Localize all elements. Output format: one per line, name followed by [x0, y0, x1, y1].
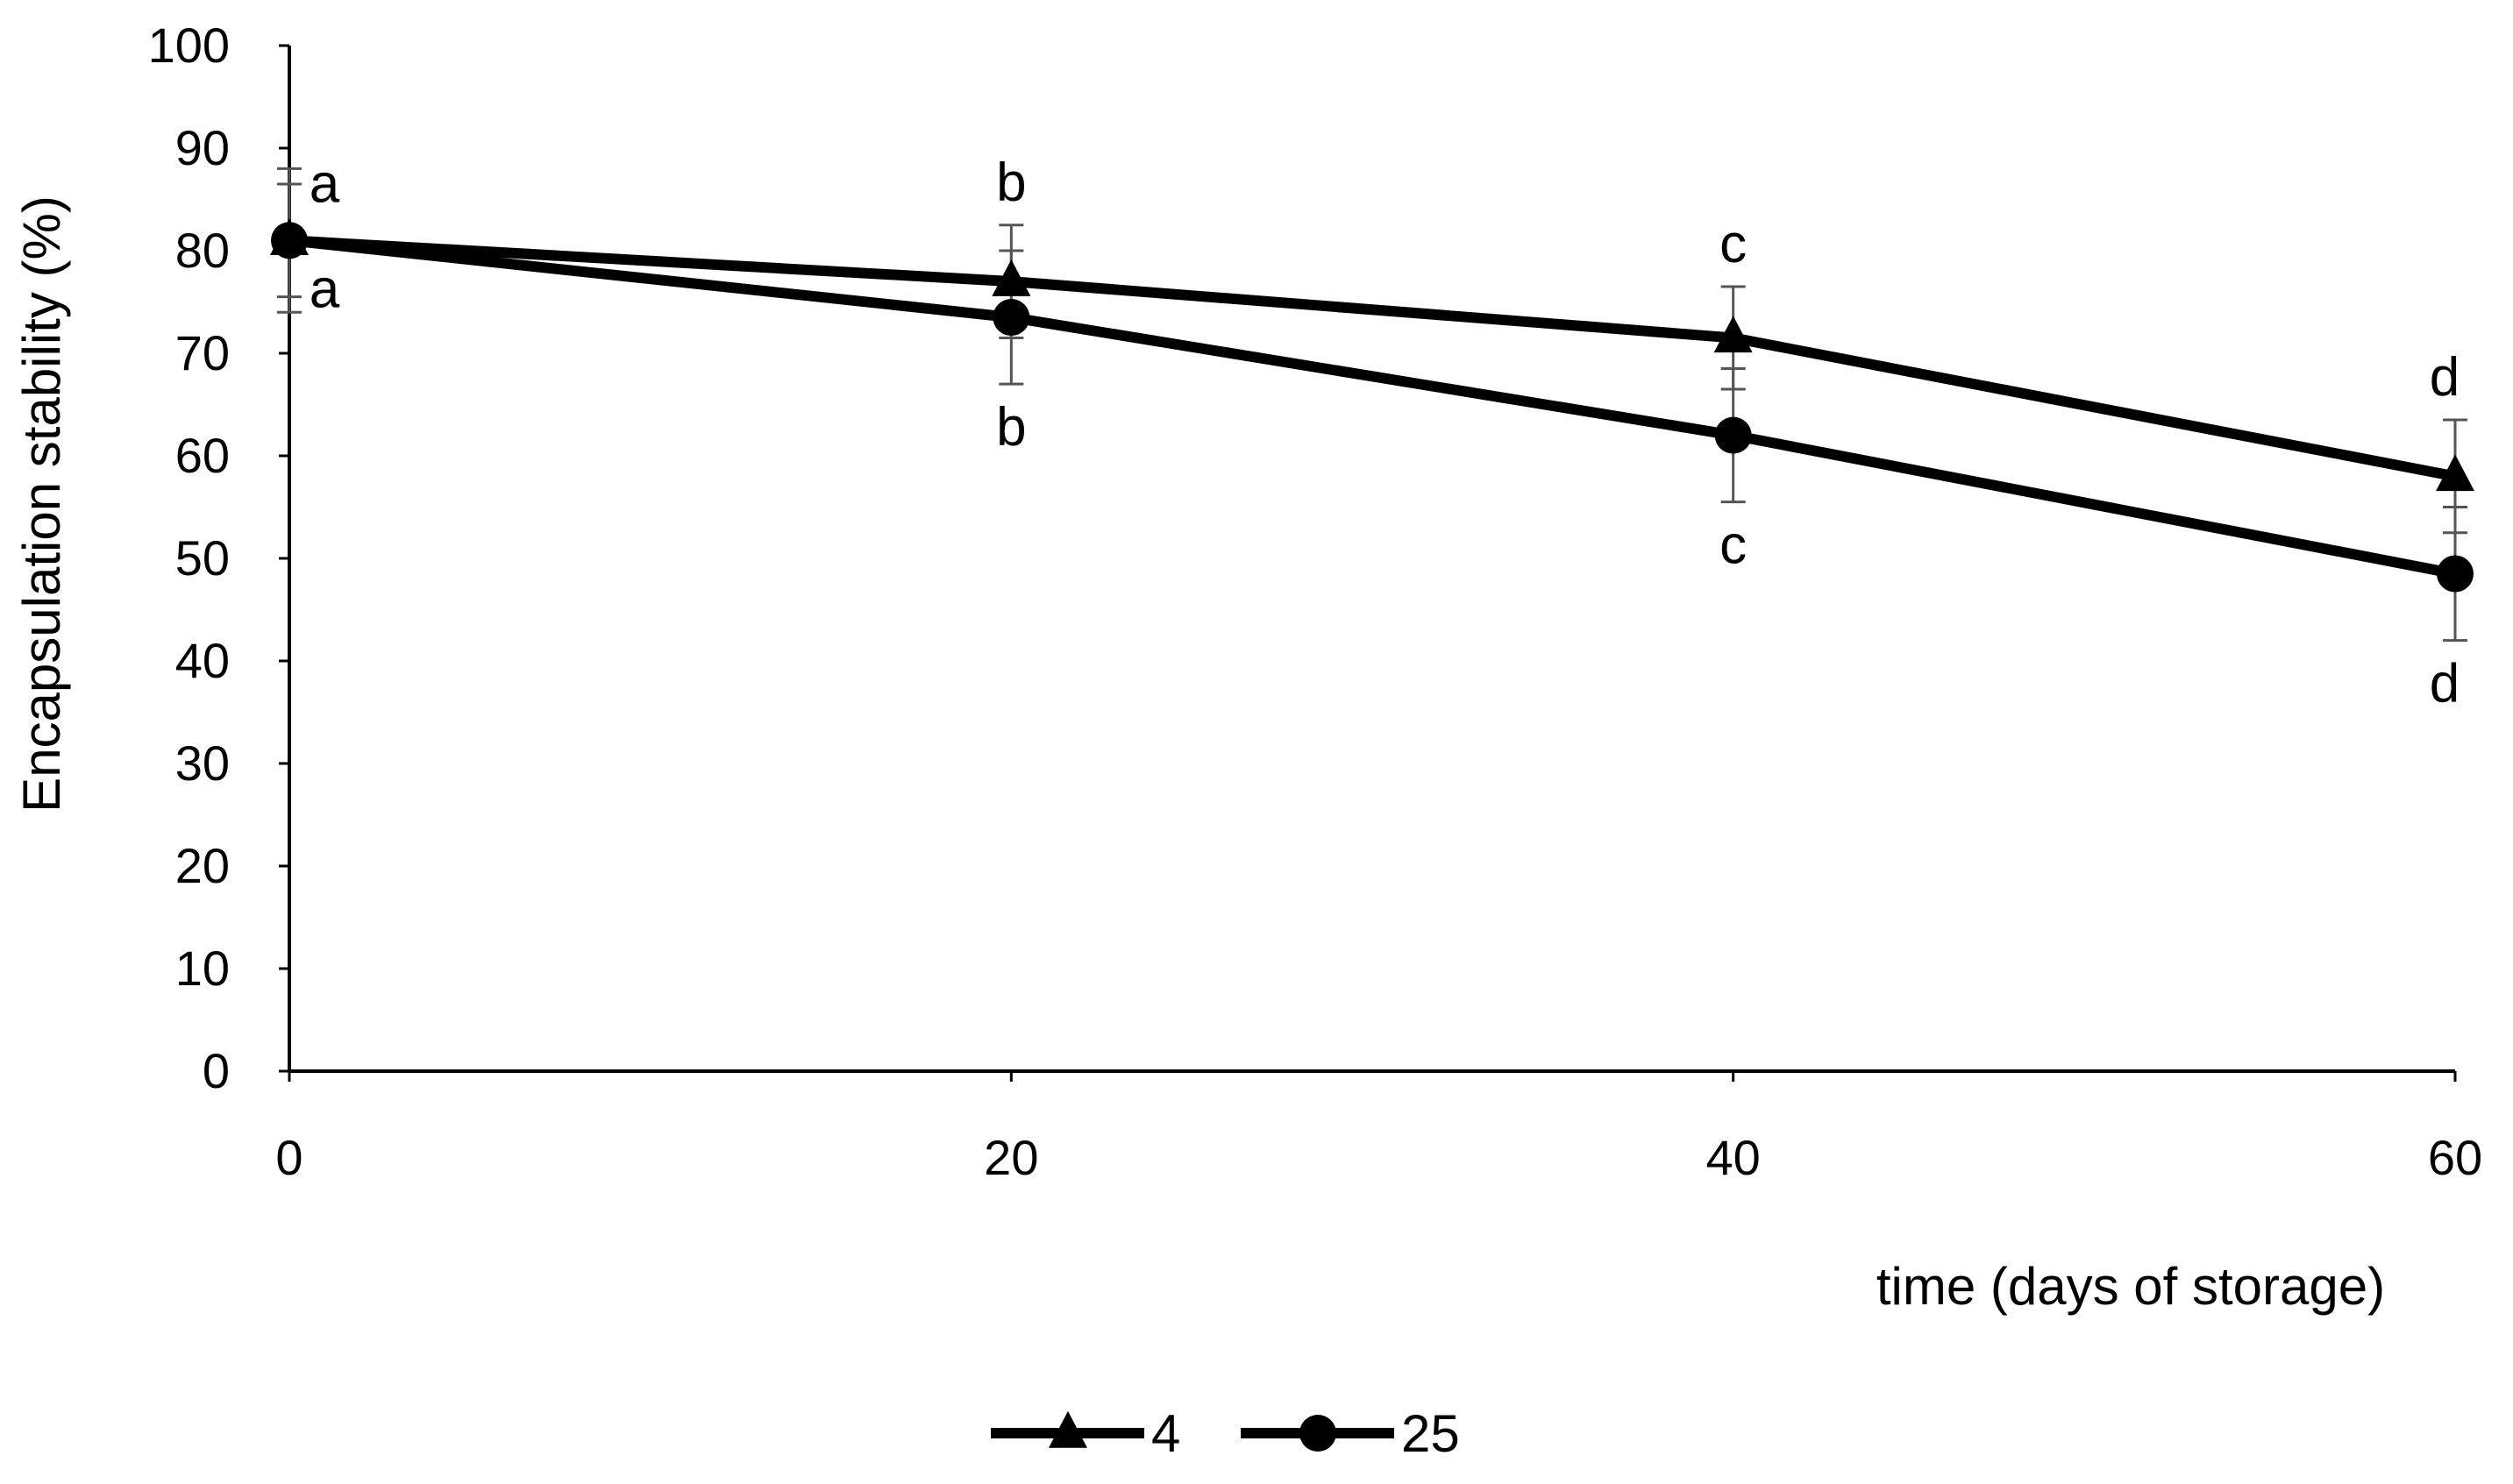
legend-item-25: 25: [1241, 1404, 1460, 1463]
legend-label-25: 25: [1401, 1404, 1460, 1463]
legend-marker-25: [1299, 1415, 1336, 1452]
x-tick-labels: 0 20 40 60: [275, 1130, 2482, 1185]
y-tick-label: 40: [175, 633, 230, 688]
x-axis-title: time (days of storage): [1876, 1257, 2385, 1316]
legend-label-4: 4: [1151, 1404, 1180, 1463]
x-tick-label: 60: [2428, 1130, 2482, 1185]
series-line-4: [288, 235, 2457, 482]
legend-item-4: 4: [991, 1404, 1180, 1463]
data-point-25: [271, 222, 308, 259]
legend: 4 25: [991, 1404, 1460, 1463]
data-point-25: [1714, 416, 1752, 454]
y-tick-labels: 0 10 20 30 40 50 60 70 80 90 100: [148, 18, 230, 1098]
data-point-25: [993, 299, 1030, 337]
x-tick-label: 20: [984, 1130, 1038, 1185]
series-lines: [288, 235, 2457, 579]
y-tick-label: 50: [175, 530, 230, 586]
series-markers: [270, 218, 2474, 593]
y-axis-title: Encapsulation stability (%): [12, 195, 71, 813]
data-point-4: [1713, 316, 1753, 353]
data-point-4: [2436, 454, 2474, 492]
x-tick-label: 0: [275, 1130, 303, 1185]
y-tick-label: 30: [175, 735, 230, 791]
significance-letter: c: [1719, 515, 1747, 576]
y-tick-label: 80: [175, 223, 230, 278]
significance-letter: d: [2430, 654, 2460, 714]
y-tick-label: 70: [175, 325, 230, 380]
y-tick-label: 60: [175, 428, 230, 483]
data-point-25: [2437, 555, 2474, 593]
significance-letters: a b c d a b c d: [310, 153, 2460, 714]
significance-letter: b: [996, 153, 1026, 213]
error-bars: [277, 167, 2467, 643]
y-tick-label: 20: [175, 838, 230, 893]
significance-letter: c: [1719, 214, 1747, 274]
axes: [279, 44, 2457, 1082]
significance-letter: b: [996, 397, 1026, 458]
y-tick-label: 90: [175, 120, 230, 175]
y-tick-label: 10: [175, 941, 230, 996]
x-tick-label: 40: [1706, 1130, 1761, 1185]
significance-letter: a: [310, 259, 340, 320]
significance-letter: a: [310, 153, 340, 214]
y-tick-label: 100: [148, 18, 230, 73]
data-point-4: [992, 259, 1031, 296]
y-tick-label: 0: [203, 1043, 230, 1098]
significance-letter: d: [2430, 347, 2460, 408]
legend-marker-4: [1049, 1410, 1087, 1448]
series-line-25: [288, 235, 2457, 579]
